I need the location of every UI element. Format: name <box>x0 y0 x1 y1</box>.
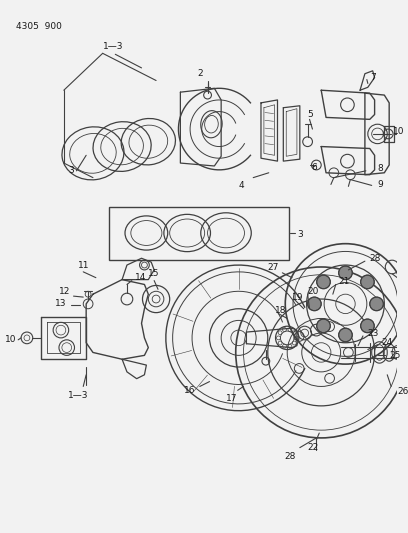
Text: 8: 8 <box>377 164 383 173</box>
Bar <box>109 207 289 260</box>
Text: 18: 18 <box>275 306 286 315</box>
Text: 28: 28 <box>284 453 296 462</box>
Text: 22: 22 <box>308 443 319 452</box>
Circle shape <box>308 297 321 311</box>
Text: 28: 28 <box>370 254 381 263</box>
Text: 4: 4 <box>239 181 244 190</box>
Circle shape <box>317 319 330 333</box>
Text: 21: 21 <box>339 277 350 286</box>
Text: 9: 9 <box>377 180 383 189</box>
Text: 3: 3 <box>68 166 73 175</box>
Text: 5: 5 <box>308 110 313 119</box>
Text: 10: 10 <box>393 127 405 136</box>
Circle shape <box>370 297 384 311</box>
Text: 10: 10 <box>5 335 16 344</box>
Text: 4305  900: 4305 900 <box>16 22 62 31</box>
Text: 14: 14 <box>135 273 146 282</box>
Text: 17: 17 <box>226 394 237 403</box>
Circle shape <box>361 275 374 289</box>
Text: 2: 2 <box>197 69 203 78</box>
Text: 12: 12 <box>59 287 71 296</box>
Text: 23: 23 <box>368 328 379 337</box>
Text: 1—3: 1—3 <box>103 43 123 51</box>
Circle shape <box>339 266 352 280</box>
Text: 1—3: 1—3 <box>68 391 89 400</box>
Text: 25: 25 <box>389 351 401 360</box>
Text: 6: 6 <box>311 164 317 172</box>
Text: 27: 27 <box>267 263 278 272</box>
Text: 3: 3 <box>297 230 303 239</box>
Text: 13: 13 <box>55 300 67 309</box>
Text: 15: 15 <box>149 269 160 278</box>
Text: 16: 16 <box>184 386 196 395</box>
Text: 26: 26 <box>397 387 408 396</box>
Circle shape <box>339 328 352 342</box>
Text: 20: 20 <box>308 287 319 296</box>
Circle shape <box>361 319 374 333</box>
Circle shape <box>317 275 330 289</box>
Text: 7: 7 <box>370 73 375 82</box>
Text: 19: 19 <box>292 293 304 302</box>
Text: 24: 24 <box>381 338 392 347</box>
Text: 11: 11 <box>78 261 90 270</box>
